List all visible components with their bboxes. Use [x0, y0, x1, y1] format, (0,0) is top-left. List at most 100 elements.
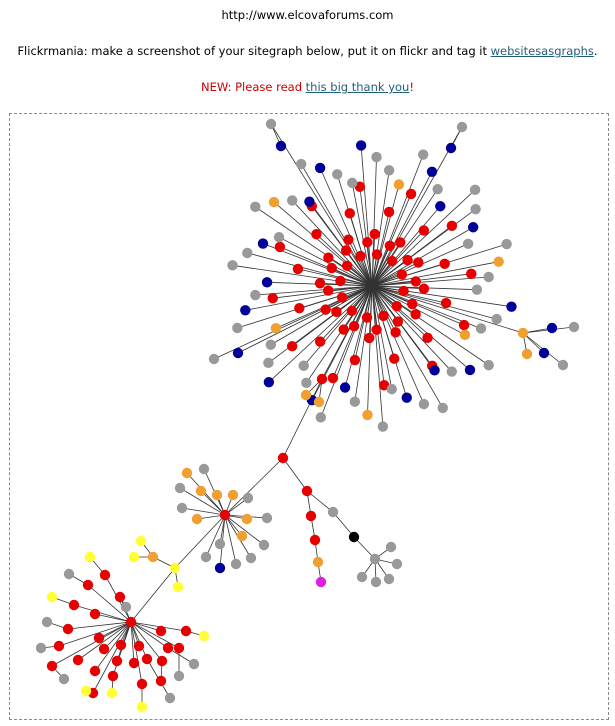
- graph-node-gray-207: [173, 670, 185, 682]
- graph-edge: [371, 205, 441, 287]
- graph-edge: [247, 252, 373, 287]
- graph-node-red-21: [323, 252, 334, 263]
- graph-edge: [224, 514, 237, 565]
- graph-node-gray-209: [164, 692, 176, 704]
- graph-node-gray-62: [491, 313, 502, 325]
- graph-edge: [186, 472, 226, 516]
- graph-node-red-53: [362, 237, 373, 248]
- graph-node-gray-160: [214, 538, 226, 550]
- graph-edge: [371, 285, 396, 333]
- graph-node-red-177: [98, 643, 110, 655]
- graph-node-navy-66: [464, 364, 476, 376]
- graph-node-yellow-202: [106, 687, 118, 699]
- graph-node-gray-142: [383, 573, 395, 585]
- graph-node-gray-140: [385, 541, 397, 553]
- graph-edge: [348, 239, 373, 287]
- graph-node-red-19: [292, 263, 304, 275]
- graph-node-red-134: [309, 534, 321, 546]
- graph-edge: [306, 285, 373, 384]
- graph-edge: [371, 211, 390, 287]
- graph-node-gray-163: [174, 482, 186, 494]
- graph-node-gray-97: [295, 158, 307, 170]
- graph-edge: [130, 621, 143, 685]
- sitegraph-canvas[interactable]: [9, 113, 609, 720]
- graph-node-gray-87: [250, 289, 261, 301]
- graph-node-red-179: [111, 655, 123, 667]
- graph-node-navy-76: [339, 382, 351, 393]
- graph-edge: [130, 621, 135, 664]
- graph-edge: [224, 457, 284, 516]
- graph-edge: [371, 170, 390, 287]
- graph-edge: [270, 285, 373, 346]
- graph-node-gray-116: [265, 118, 277, 130]
- graph-node-orange-74: [362, 409, 373, 421]
- graph-node-navy-86: [240, 305, 251, 316]
- graph-edge: [103, 621, 132, 650]
- graph-edge: [371, 285, 444, 409]
- graph-node-orange-146: [181, 467, 193, 479]
- graph-edge: [200, 490, 226, 516]
- graph-node-gray-110: [470, 203, 481, 215]
- graph-edge: [303, 285, 373, 367]
- graph-node-red-9: [364, 332, 375, 344]
- graph-node-red-41: [371, 324, 382, 335]
- graph-node-gray-115: [483, 271, 494, 283]
- graph-node-gray-93: [250, 201, 261, 213]
- graph-node-orange-125: [521, 348, 533, 360]
- graph-edge: [87, 584, 132, 623]
- graph-node-red-0: [418, 283, 430, 294]
- graph-node-red-15: [320, 304, 331, 315]
- graph-edge: [371, 285, 425, 405]
- graph-node-yellow-203: [136, 701, 148, 713]
- graph-edge: [130, 621, 169, 649]
- graph-node-gray-118: [456, 121, 468, 133]
- graph-node-gray-85: [232, 322, 243, 334]
- graph-node-gray-99: [332, 169, 343, 180]
- graph-edge: [371, 154, 424, 287]
- flickr-instructions-text: Flickrmania: make a screenshot of your s…: [17, 44, 491, 58]
- graph-node-red-54: [371, 249, 383, 260]
- graph-node-red-43: [348, 320, 360, 332]
- graph-node-red-176: [72, 654, 84, 666]
- graph-edge: [371, 285, 435, 371]
- graph-node-gray-162: [176, 502, 188, 514]
- graph-node-red-55: [384, 240, 396, 252]
- graph-node-yellow-168: [128, 551, 140, 563]
- graph-node-red-2: [458, 319, 470, 331]
- graph-node-red-36: [398, 285, 409, 297]
- graph-node-gray-113: [501, 238, 512, 250]
- graph-node-red-174: [62, 623, 74, 635]
- graph-node-red-50: [341, 260, 353, 272]
- graph-node-gray-92: [273, 231, 285, 243]
- graph-node-magenta-136: [315, 576, 327, 588]
- graph-node-red-12: [338, 324, 349, 335]
- graph-node-navy-121: [546, 322, 558, 334]
- websitesasgraphs-link[interactable]: websitesasgraphs: [490, 44, 594, 58]
- graph-edge: [371, 208, 476, 287]
- graph-node-red-7: [389, 353, 400, 364]
- graph-node-gray-100: [347, 177, 358, 189]
- graph-node-red-29: [405, 188, 417, 200]
- graph-edge: [336, 174, 373, 287]
- thank-you-link[interactable]: this big thank you: [305, 80, 410, 94]
- graph-edge: [306, 490, 334, 513]
- graph-edge: [371, 262, 419, 287]
- graph-edge: [268, 285, 373, 364]
- graph-node-orange-104: [393, 179, 405, 190]
- graph-node-red-3: [410, 309, 421, 320]
- graph-edge: [291, 200, 373, 287]
- graph-node-gray-147: [198, 463, 210, 475]
- graph-node-red-189: [136, 678, 148, 690]
- graph-edge: [94, 613, 132, 623]
- graph-node-gray-102: [371, 151, 382, 163]
- graph-edge: [371, 189, 476, 287]
- graph-node-gray-83: [265, 339, 277, 350]
- graph-edge: [371, 285, 489, 366]
- graph-edge: [371, 285, 447, 304]
- graph-edge: [245, 285, 373, 311]
- graph-node-gray-122: [568, 321, 580, 333]
- graph-node-gray-151: [242, 492, 254, 504]
- graph-edge: [297, 268, 373, 287]
- graph-edge: [205, 514, 226, 558]
- graph-node-orange-152: [241, 513, 253, 525]
